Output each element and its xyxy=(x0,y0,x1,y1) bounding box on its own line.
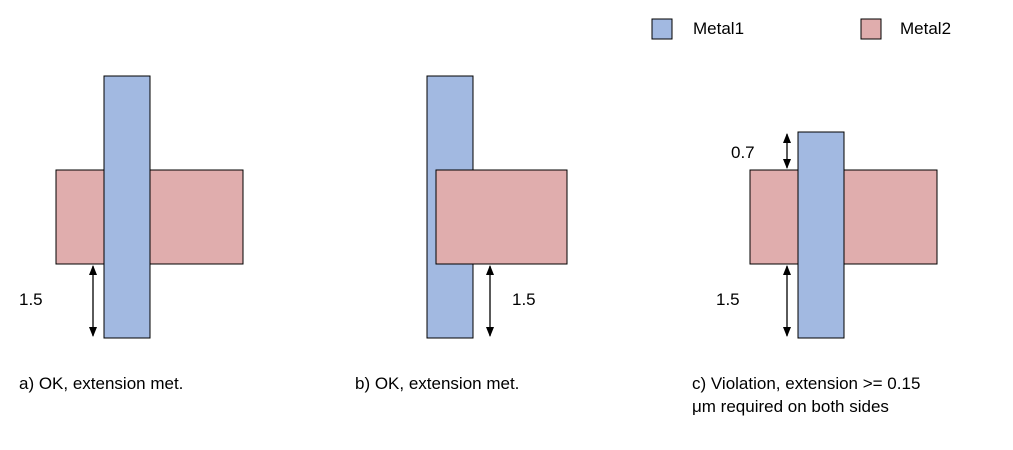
panel-c-caption-line1: c) Violation, extension >= 0.15 xyxy=(692,374,921,393)
panel-a-caption: a) OK, extension met. xyxy=(19,374,184,393)
panel-c-top-dimension-label: 0.7 xyxy=(731,143,755,162)
panel-b-dimension-label: 1.5 xyxy=(512,290,536,309)
panel-a-metal1 xyxy=(103,75,151,339)
legend-label-metal1: Metal1 xyxy=(693,19,745,38)
panel-a-dimension-label: 1.5 xyxy=(19,290,43,309)
panel-c-metal1 xyxy=(797,131,845,339)
panel-b xyxy=(426,75,568,339)
panel-c-caption-line2: μm required on both sides xyxy=(692,397,889,416)
panel-b-caption: b) OK, extension met. xyxy=(355,374,520,393)
panel-c-bottom-dimension-label: 1.5 xyxy=(716,290,740,309)
legend-swatch-metal1 xyxy=(651,18,673,40)
legend-label-metal2: Metal2 xyxy=(900,19,952,38)
panel-c xyxy=(749,131,938,339)
panel-a xyxy=(55,75,244,339)
panel-b-metal2 xyxy=(435,169,568,265)
legend-swatch-metal2 xyxy=(860,18,882,40)
